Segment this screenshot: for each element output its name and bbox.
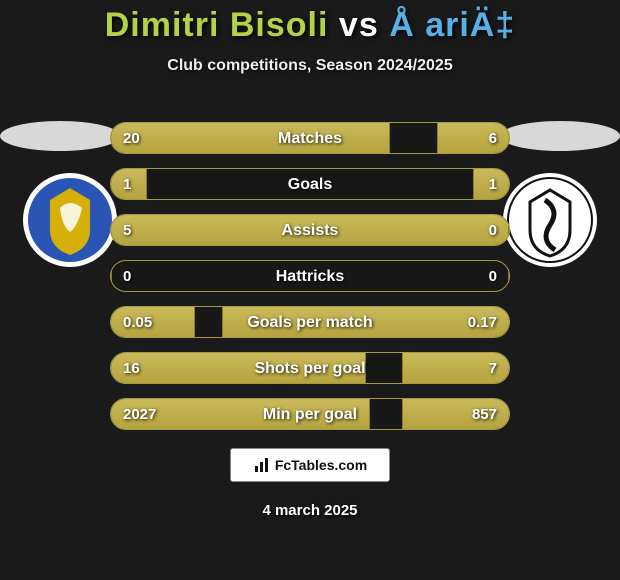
bar-value-left: 2027: [123, 399, 156, 430]
bar-label: Min per goal: [111, 399, 509, 430]
comparison-bars: Matches206Goals11Assists50Hattricks00Goa…: [110, 122, 510, 444]
bar-value-left: 20: [123, 123, 140, 154]
bar-value-right: 7: [489, 353, 497, 384]
club-badge-left: [20, 170, 120, 270]
stat-bar: Hattricks0 0: [110, 260, 510, 292]
bar-label: Shots per goal: [111, 353, 509, 384]
bar-value-right: 0: [489, 215, 497, 246]
bar-value-left: 0.05: [123, 307, 152, 338]
brand-box: FcTables.com: [230, 448, 390, 482]
bar-label: Goals: [111, 169, 509, 200]
bar-value-left: 5: [123, 215, 131, 246]
bar-value-right: 1: [489, 169, 497, 200]
subtitle: Club competitions, Season 2024/2025: [0, 57, 620, 75]
bar-value-right: 6: [489, 123, 497, 154]
page-title: Dimitri Bisoli vs Å ariÄ‡: [0, 0, 620, 45]
title-player1: Dimitri Bisoli: [105, 6, 329, 44]
bar-label: Matches: [111, 123, 509, 154]
bar-label: Goals per match: [111, 307, 509, 338]
bar-value-right: 0.17: [468, 307, 497, 338]
stat-bar: Goals per match0.05 0.17: [110, 306, 510, 338]
club-badge-right: [500, 170, 600, 270]
stat-bar: Assists5 0: [110, 214, 510, 246]
bar-label: Assists: [111, 215, 509, 246]
pedestal-right: [500, 121, 620, 151]
brand-text: FcTables.com: [275, 457, 367, 473]
bar-value-right: 857: [472, 399, 497, 430]
pedestal-left: [0, 121, 120, 151]
bar-value-left: 1: [123, 169, 131, 200]
date-label: 4 march 2025: [0, 502, 620, 519]
title-player2: Å ariÄ‡: [389, 6, 515, 44]
stat-bar: Matches20 6: [110, 122, 510, 154]
bar-label: Hattricks: [111, 261, 509, 292]
stat-bar: Goals1 1: [110, 168, 510, 200]
stat-bar: Min per goal2027 857: [110, 398, 510, 430]
stat-bar: Shots per goal16 7: [110, 352, 510, 384]
bar-value-left: 16: [123, 353, 140, 384]
brand-logo-icon: [253, 456, 271, 474]
bar-value-right: 0: [489, 261, 497, 292]
bar-value-left: 0: [123, 261, 131, 292]
title-vs: vs: [339, 6, 379, 44]
